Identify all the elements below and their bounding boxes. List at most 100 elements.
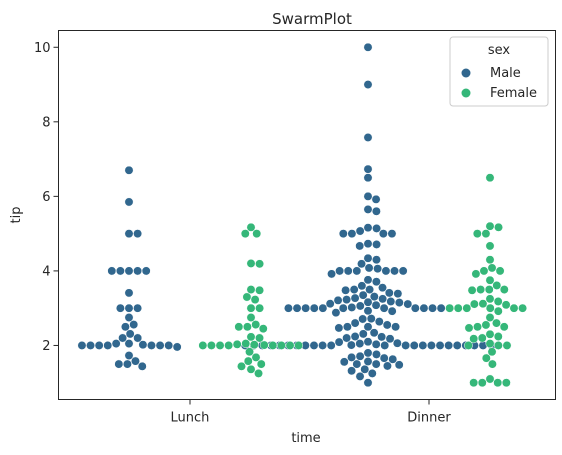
data-point-female-lunch xyxy=(198,341,208,350)
data-point-male-dinner xyxy=(372,223,382,233)
legend-marker-male xyxy=(461,68,471,78)
data-point-male-dinner xyxy=(363,239,373,249)
data-point-male-dinner xyxy=(363,223,373,233)
data-point-female-dinner xyxy=(487,263,497,273)
data-point-female-dinner xyxy=(493,297,503,306)
data-point-male-dinner xyxy=(350,318,360,328)
data-point-male-dinner xyxy=(382,361,392,371)
data-point-male-dinner xyxy=(363,191,373,201)
data-point-male-dinner xyxy=(347,302,357,312)
data-point-female-dinner xyxy=(493,378,503,388)
data-point-male-lunch xyxy=(114,359,124,369)
data-point-female-lunch xyxy=(246,303,256,313)
data-point-male-dinner xyxy=(380,341,390,350)
data-point-female-dinner xyxy=(478,299,488,309)
data-point-female-lunch xyxy=(259,340,269,350)
data-point-male-dinner xyxy=(333,295,343,305)
data-point-female-lunch xyxy=(251,320,261,330)
data-point-male-dinner xyxy=(355,339,365,349)
data-point-male-lunch xyxy=(124,197,134,207)
data-point-female-dinner xyxy=(518,303,528,313)
data-point-male-dinner xyxy=(350,332,360,341)
data-point-female-lunch xyxy=(255,259,265,269)
data-point-male-dinner xyxy=(385,334,395,344)
data-point-female-dinner xyxy=(499,322,509,332)
data-point-male-dinner xyxy=(364,263,374,273)
data-point-male-dinner xyxy=(363,133,373,142)
data-point-female-dinner xyxy=(472,229,482,239)
y-tick-label: 2 xyxy=(42,339,50,354)
data-point-male-dinner xyxy=(369,292,379,302)
data-point-male-dinner xyxy=(363,164,373,174)
data-point-male-dinner xyxy=(393,289,403,299)
data-point-female-dinner xyxy=(485,294,495,304)
data-point-male-dinner xyxy=(338,229,348,239)
data-point-female-dinner xyxy=(485,221,495,231)
data-point-male-dinner xyxy=(384,288,394,298)
data-point-male-dinner xyxy=(347,229,357,239)
data-point-female-dinner xyxy=(453,303,463,313)
data-point-male-dinner xyxy=(372,240,382,249)
y-tick-label: 6 xyxy=(42,190,50,205)
data-point-female-lunch xyxy=(240,229,250,239)
data-point-female-dinner xyxy=(492,318,501,328)
data-point-male-dinner xyxy=(355,301,365,311)
data-point-female-dinner xyxy=(481,320,491,330)
data-point-male-dinner xyxy=(326,341,336,350)
data-point-male-lunch xyxy=(124,303,134,313)
data-point-male-dinner xyxy=(352,359,362,369)
data-point-male-lunch xyxy=(164,341,174,350)
data-point-female-dinner xyxy=(493,332,503,341)
data-point-female-dinner xyxy=(481,353,491,363)
data-point-female-dinner xyxy=(485,339,495,349)
data-point-male-lunch xyxy=(125,329,135,339)
data-point-male-dinner xyxy=(435,341,445,350)
data-point-female-lunch xyxy=(246,313,256,322)
data-point-male-dinner xyxy=(309,303,319,313)
data-point-female-dinner xyxy=(471,269,481,279)
data-point-female-dinner xyxy=(501,378,511,388)
data-point-male-dinner xyxy=(386,297,396,306)
data-point-male-dinner xyxy=(372,349,381,359)
data-point-female-dinner xyxy=(501,300,511,310)
data-point-male-lunch xyxy=(86,341,96,350)
legend-label-female: Female xyxy=(490,86,537,101)
data-point-male-lunch xyxy=(122,359,132,369)
data-point-male-lunch xyxy=(124,339,134,349)
data-point-female-lunch xyxy=(249,340,259,350)
data-point-male-dinner xyxy=(388,354,398,364)
data-point-male-dinner xyxy=(398,266,408,276)
x-tick-label-lunch: Lunch xyxy=(171,411,210,426)
data-point-female-dinner xyxy=(462,303,472,313)
data-point-male-dinner xyxy=(327,269,337,279)
data-point-male-dinner xyxy=(394,360,404,370)
data-point-male-lunch xyxy=(124,266,134,276)
data-point-male-dinner xyxy=(379,303,389,313)
data-point-female-dinner xyxy=(477,378,487,388)
data-point-male-dinner xyxy=(318,341,328,350)
data-point-female-dinner xyxy=(485,241,495,251)
data-point-male-dinner xyxy=(339,357,349,367)
data-point-male-dinner xyxy=(363,348,373,358)
data-point-male-dinner xyxy=(371,300,381,310)
data-point-female-dinner xyxy=(469,378,479,388)
data-point-male-dinner xyxy=(301,303,311,313)
data-point-male-dinner xyxy=(363,42,373,52)
data-point-female-dinner xyxy=(485,374,495,384)
data-point-male-dinner xyxy=(363,306,373,316)
data-point-male-dinner xyxy=(347,352,357,362)
data-point-male-dinner xyxy=(363,173,373,183)
data-point-male-lunch xyxy=(133,303,143,313)
chart-title: SwarmPlot xyxy=(272,10,352,28)
data-point-male-dinner xyxy=(372,255,381,265)
data-point-male-dinner xyxy=(390,266,399,276)
data-point-male-dinner xyxy=(378,294,388,304)
data-point-male-lunch xyxy=(115,266,125,276)
data-point-female-lunch xyxy=(255,303,265,313)
data-point-male-dinner xyxy=(342,333,352,343)
data-point-male-dinner xyxy=(419,303,429,313)
data-point-male-dinner xyxy=(342,295,352,305)
legend-label-male: Male xyxy=(490,66,521,81)
data-point-male-dinner xyxy=(369,328,379,338)
